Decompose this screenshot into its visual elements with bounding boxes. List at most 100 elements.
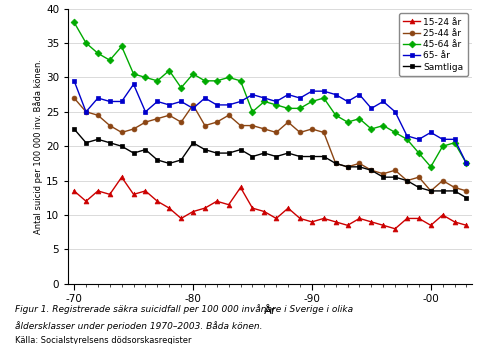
25-44 år (345, 165, 351, 169)
Samtliga (226, 151, 232, 155)
65- år (380, 99, 386, 104)
65- år (451, 137, 457, 141)
15-24 år (226, 203, 232, 207)
65- år (154, 99, 160, 104)
45-64 år (249, 110, 255, 114)
15-24 år (262, 209, 267, 214)
65- år (309, 89, 315, 93)
Samtliga (297, 154, 303, 159)
65- år (369, 106, 375, 110)
45-64 år (321, 96, 327, 100)
15-24 år (190, 209, 196, 214)
65- år (428, 130, 434, 135)
Samtliga (249, 154, 255, 159)
15-24 år (428, 223, 434, 227)
Samtliga (71, 127, 77, 131)
45-64 år (285, 106, 291, 110)
Samtliga (440, 189, 446, 193)
Samtliga (428, 189, 434, 193)
65- år (119, 99, 125, 104)
25-44 år (392, 168, 398, 172)
15-24 år (154, 199, 160, 203)
15-24 år (107, 192, 112, 196)
25-44 år (273, 130, 279, 135)
25-44 år (107, 123, 112, 128)
45-64 år (71, 20, 77, 24)
65- år (404, 134, 410, 138)
15-24 år (356, 216, 362, 221)
25-44 år (131, 127, 136, 131)
45-64 år (428, 165, 434, 169)
Samtliga (143, 148, 149, 152)
25-44 år (166, 113, 172, 117)
45-64 år (214, 79, 220, 83)
25-44 år (119, 130, 125, 135)
25-44 år (154, 117, 160, 121)
Samtliga (214, 151, 220, 155)
45-64 år (297, 106, 303, 110)
45-64 år (202, 79, 208, 83)
25-44 år (464, 189, 469, 193)
65- år (297, 96, 303, 100)
45-64 år (309, 99, 315, 104)
45-64 år (131, 72, 136, 76)
25-44 år (285, 120, 291, 124)
Line: Samtliga: Samtliga (72, 127, 469, 200)
25-44 år (404, 179, 410, 183)
25-44 år (333, 161, 338, 165)
45-64 år (392, 130, 398, 135)
65- år (392, 110, 398, 114)
65- år (178, 99, 184, 104)
25-44 år (428, 189, 434, 193)
45-64 år (333, 113, 338, 117)
65- år (285, 93, 291, 97)
65- år (190, 106, 196, 110)
25-44 år (451, 185, 457, 190)
65- år (83, 110, 89, 114)
45-64 år (451, 141, 457, 145)
15-24 år (214, 199, 220, 203)
Samtliga (333, 161, 338, 165)
Samtliga (356, 165, 362, 169)
65- år (273, 99, 279, 104)
Text: åldersklasser under perioden 1970–2003. Båda könen.: åldersklasser under perioden 1970–2003. … (15, 321, 262, 331)
45-64 år (440, 144, 446, 148)
65- år (440, 137, 446, 141)
Line: 15-24 år: 15-24 år (72, 175, 469, 231)
25-44 år (178, 120, 184, 124)
15-24 år (392, 227, 398, 231)
15-24 år (71, 189, 77, 193)
65- år (202, 96, 208, 100)
25-44 år (83, 110, 89, 114)
Samtliga (95, 137, 101, 141)
Samtliga (416, 185, 422, 190)
65- år (416, 137, 422, 141)
15-24 år (464, 223, 469, 227)
65- år (166, 103, 172, 107)
Samtliga (154, 158, 160, 162)
45-64 år (166, 68, 172, 73)
25-44 år (416, 175, 422, 179)
Samtliga (273, 154, 279, 159)
25-44 år (143, 120, 149, 124)
65- år (321, 89, 327, 93)
Samtliga (380, 175, 386, 179)
65- år (226, 103, 232, 107)
15-24 år (404, 216, 410, 221)
45-64 år (356, 117, 362, 121)
15-24 år (166, 206, 172, 210)
15-24 år (143, 189, 149, 193)
65- år (249, 93, 255, 97)
65- år (131, 82, 136, 86)
25-44 år (95, 113, 101, 117)
Samtliga (190, 141, 196, 145)
45-64 år (380, 123, 386, 128)
25-44 år (202, 123, 208, 128)
Samtliga (392, 175, 398, 179)
Samtliga (451, 189, 457, 193)
65- år (356, 93, 362, 97)
15-24 år (380, 223, 386, 227)
45-64 år (369, 127, 375, 131)
15-24 år (333, 220, 338, 224)
Samtliga (131, 151, 136, 155)
